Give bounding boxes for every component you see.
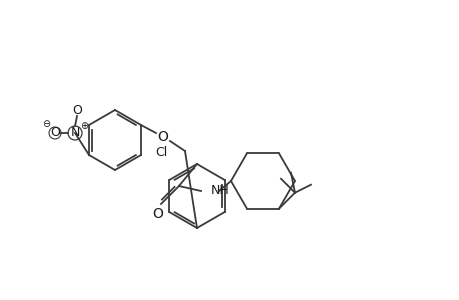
Text: ⊕: ⊕	[80, 121, 88, 131]
Text: NH: NH	[211, 184, 229, 197]
Text: Cl: Cl	[155, 146, 167, 158]
Text: O: O	[152, 207, 163, 221]
Text: O: O	[72, 104, 82, 118]
Text: O: O	[157, 130, 168, 144]
Text: N: N	[70, 127, 79, 140]
Text: O: O	[50, 127, 60, 140]
Text: ⊖: ⊖	[42, 119, 50, 129]
